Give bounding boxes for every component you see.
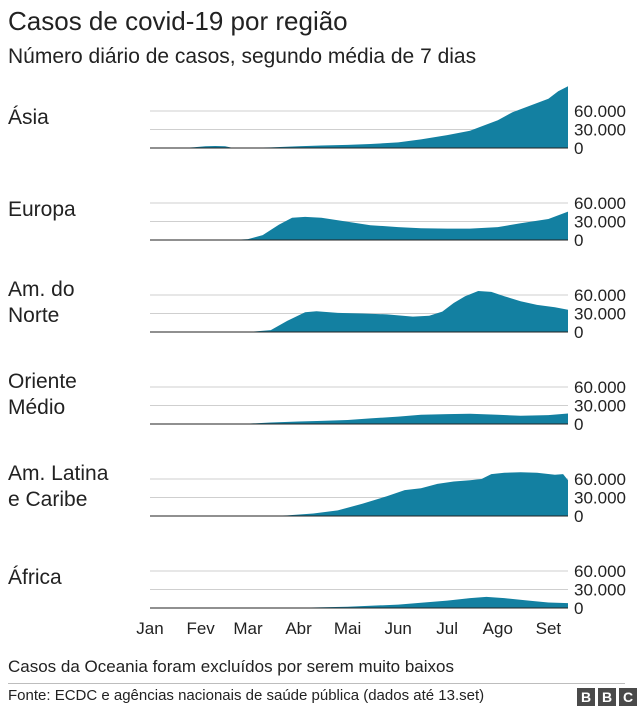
small-multiples-chart: 030.00060.000Ásia030.00060.000Europa030.… (8, 86, 626, 638)
y-tick-label: 30.000 (574, 581, 626, 600)
y-tick-label: 0 (574, 599, 583, 618)
y-tick-label: 60.000 (574, 194, 626, 213)
y-tick-label: 0 (574, 231, 583, 250)
x-tick-label: Fev (186, 619, 215, 638)
y-tick-label: 0 (574, 415, 583, 434)
x-tick-label: Ago (483, 619, 513, 638)
y-tick-label: 60.000 (574, 470, 626, 489)
region-label: e Caribe (8, 488, 87, 511)
area-series (150, 472, 568, 516)
x-tick-label: Jun (384, 619, 411, 638)
x-tick-label: Mai (334, 619, 361, 638)
bbc-logo-letter-2: B (598, 688, 616, 706)
x-tick-label: Abr (285, 619, 312, 638)
y-tick-label: 60.000 (574, 102, 626, 121)
bbc-logo-letter-3: C (619, 688, 637, 706)
x-tick-label: Jul (436, 619, 458, 638)
y-tick-label: 60.000 (574, 562, 626, 581)
x-tick-label: Mar (233, 619, 263, 638)
region-label: Ásia (8, 106, 49, 129)
region-label: África (8, 566, 62, 589)
y-tick-label: 0 (574, 139, 583, 158)
area-series (150, 86, 568, 148)
area-series (150, 291, 568, 332)
oceania-note: Casos da Oceania foram excluídos por ser… (8, 657, 454, 676)
y-tick-label: 30.000 (574, 397, 626, 416)
chart-subtitle: Número diário de casos, segundo média de… (8, 45, 477, 68)
x-tick-label: Set (536, 619, 562, 638)
y-tick-label: 30.000 (574, 213, 626, 232)
y-tick-label: 30.000 (574, 489, 626, 508)
region-label: Médio (8, 396, 65, 419)
chart-title: Casos de covid-19 por região (8, 6, 348, 36)
y-tick-label: 30.000 (574, 121, 626, 140)
bbc-logo: B B C (577, 688, 637, 706)
area-series (150, 596, 568, 608)
y-tick-label: 60.000 (574, 378, 626, 397)
y-tick-label: 30.000 (574, 305, 626, 324)
source-note: Fonte: ECDC e agências nacionais de saúd… (8, 687, 485, 704)
footer-divider (8, 683, 625, 684)
region-label: Norte (8, 304, 59, 327)
region-label: Am. do (8, 278, 75, 301)
area-series (150, 211, 568, 240)
y-tick-label: 0 (574, 323, 583, 342)
region-label: Am. Latina (8, 462, 109, 485)
y-tick-label: 0 (574, 507, 583, 526)
region-label: Oriente (8, 370, 77, 393)
region-label: Europa (8, 198, 76, 221)
y-tick-label: 60.000 (574, 286, 626, 305)
x-tick-label: Jan (136, 619, 163, 638)
area-series (150, 413, 568, 424)
bbc-logo-letter-1: B (577, 688, 595, 706)
